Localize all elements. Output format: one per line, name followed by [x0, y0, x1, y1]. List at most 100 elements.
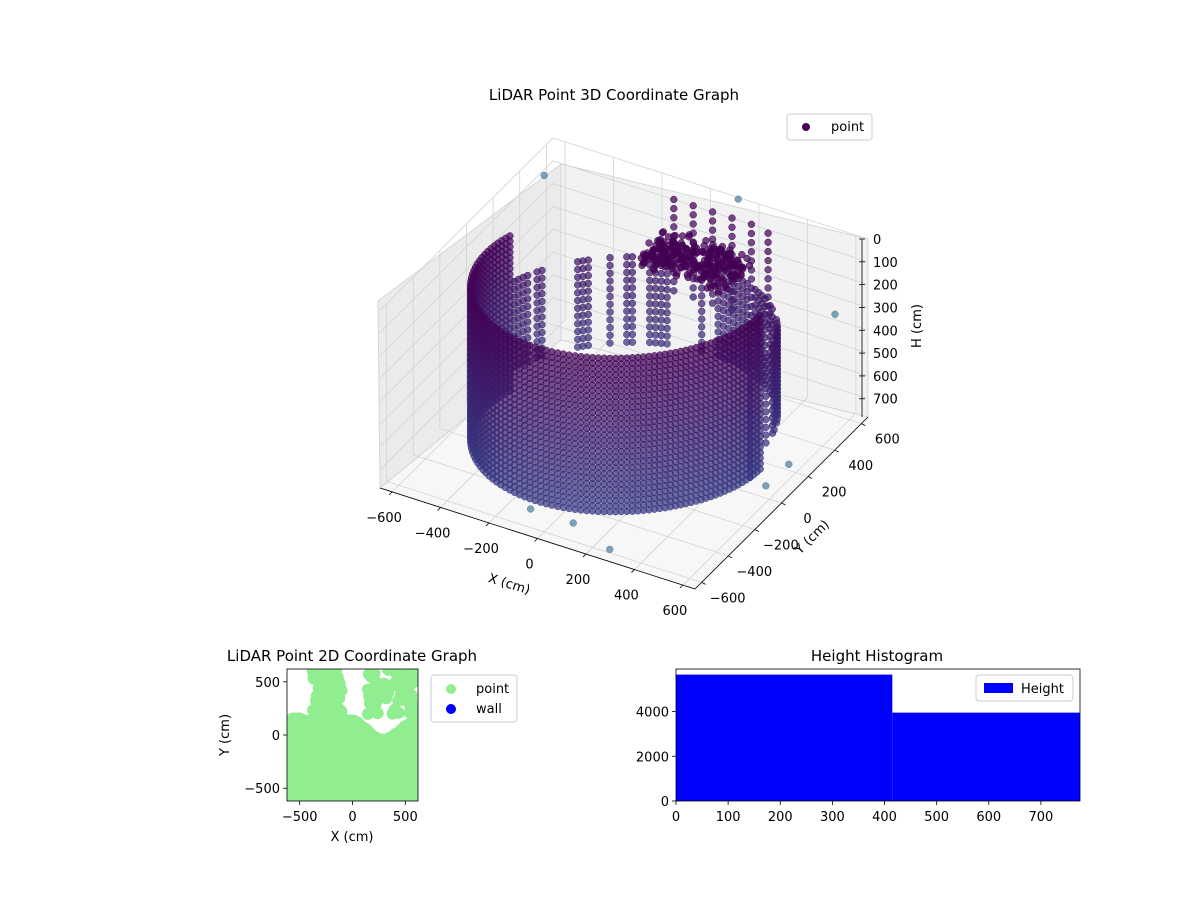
x-tick-label-3d: 0	[525, 558, 533, 573]
point-3d	[725, 249, 733, 258]
point-3d	[670, 195, 678, 204]
point-3d	[708, 290, 717, 298]
point-3d	[668, 264, 676, 273]
point-3d	[623, 338, 631, 346]
y-tick-3d	[834, 449, 839, 453]
point-3d	[731, 274, 740, 282]
h-tick-label-3d: 100	[873, 256, 898, 271]
point-3d	[540, 171, 548, 180]
point-3d	[728, 223, 736, 231]
point-3d	[646, 250, 655, 259]
point-3d	[785, 460, 793, 468]
point-3d	[606, 261, 614, 270]
point-3d	[606, 316, 614, 324]
point-3d	[715, 287, 723, 295]
point-3d	[664, 233, 673, 241]
x-tick-label-3d: 400	[614, 589, 639, 604]
point-3d	[606, 339, 614, 347]
point-3d	[606, 308, 614, 316]
point-3d	[768, 305, 776, 313]
point-3d	[569, 519, 577, 527]
point-3d	[623, 323, 631, 331]
point-3d	[533, 307, 541, 315]
x-tick-3d	[679, 584, 684, 589]
point-3d	[574, 335, 582, 344]
point-3d	[651, 257, 659, 265]
point-3d	[574, 312, 582, 320]
point-3d	[713, 254, 722, 263]
point-3d	[574, 273, 582, 281]
point-3d	[682, 263, 690, 271]
x-tick-label-3d: −600	[366, 511, 402, 526]
point-3d	[761, 295, 769, 303]
x-tick-3d	[485, 522, 490, 527]
y-tick-label-3d: −400	[736, 565, 772, 580]
point-3d	[689, 220, 697, 228]
grid-3d-x-line	[391, 141, 566, 493]
point-3d	[721, 266, 729, 274]
point-3d	[745, 261, 754, 270]
point-3d	[700, 273, 708, 281]
point-3d	[747, 238, 756, 247]
point-3d	[623, 276, 631, 284]
point-3d	[655, 242, 664, 250]
h-tick-label-3d: 300	[873, 301, 898, 316]
point-3d	[623, 268, 631, 277]
point-3d	[658, 228, 667, 237]
y-tick-label-3d: 200	[822, 486, 847, 501]
h-tick-label-3d: 400	[873, 324, 898, 339]
point-3d	[708, 217, 717, 225]
point-3d	[574, 327, 582, 336]
point-3d	[764, 256, 772, 265]
h-axis-label-3d: H (cm)	[910, 304, 925, 348]
point-3d	[646, 300, 654, 308]
point-3d	[703, 284, 711, 292]
point-3d	[606, 269, 614, 277]
point-3d	[670, 204, 678, 213]
point-3d	[698, 330, 706, 339]
x-tick-label-3d: 200	[566, 573, 591, 588]
y-tick-label-3d: −600	[710, 591, 746, 606]
point-3d	[533, 322, 541, 330]
point-3d	[689, 202, 697, 210]
point-3d	[646, 323, 654, 331]
lidar-2d-chart: LiDAR Point 2D Coordinate Graph −500 0 500…	[218, 647, 518, 845]
legend-3d: point	[786, 113, 873, 141]
point-3d	[764, 238, 772, 246]
point-3d	[698, 307, 706, 315]
point-3d	[743, 254, 751, 263]
point-3d	[689, 211, 697, 219]
point-3d	[623, 253, 631, 261]
x-tick-3d	[582, 553, 587, 558]
point-3d	[768, 398, 777, 406]
h-tick-label-3d: 600	[873, 370, 898, 385]
point-3d	[743, 280, 751, 288]
x-tick-label-3d: −400	[415, 526, 451, 541]
point-3d	[698, 315, 706, 323]
point-3d	[747, 275, 756, 283]
h-tick-label-3d: 200	[873, 279, 898, 294]
point-3d	[646, 315, 654, 323]
point-3d	[708, 299, 717, 307]
point-3d	[747, 229, 756, 238]
legend-3d-marker-point	[802, 123, 810, 131]
point-3d	[768, 344, 777, 352]
point-3d	[606, 323, 614, 332]
point-3d	[574, 289, 582, 297]
point-3d	[728, 232, 736, 241]
grid-3d-h-line	[379, 160, 869, 334]
point-3d	[646, 284, 654, 292]
point-3d	[743, 287, 751, 296]
point-3d	[606, 292, 614, 301]
point-3d	[670, 223, 678, 231]
point-3d	[623, 315, 631, 323]
point-3d	[768, 414, 777, 422]
point-3d	[606, 254, 614, 262]
point-3d	[533, 268, 541, 276]
point-3d	[699, 248, 707, 256]
point-3d	[623, 299, 631, 308]
grid-3d-y-line	[412, 276, 729, 557]
grid-3d-h-line	[379, 137, 869, 311]
y-tick-3d	[728, 555, 733, 559]
